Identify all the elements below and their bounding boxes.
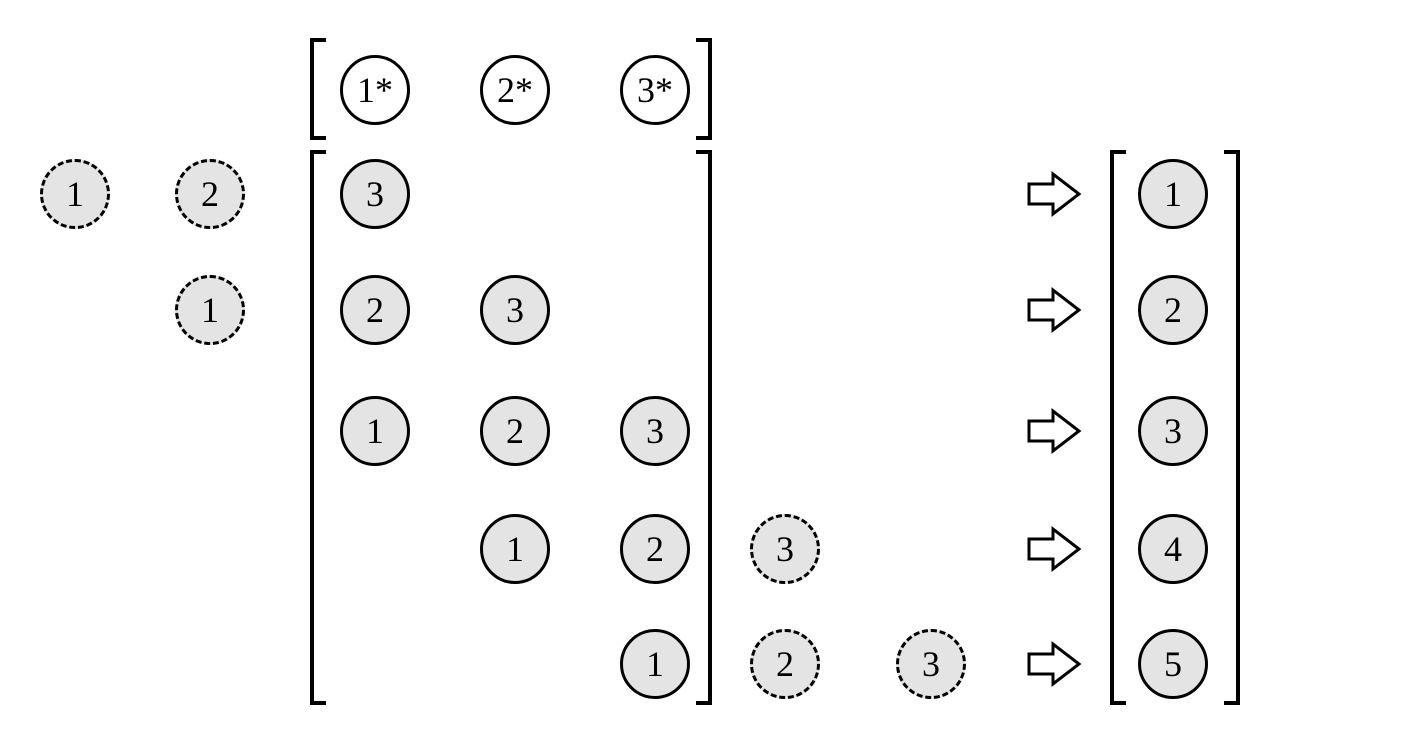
arrow-arrow-5 xyxy=(1025,640,1083,693)
node-res-1: 1 xyxy=(1138,159,1208,229)
node-res-2: 2 xyxy=(1138,275,1208,345)
node-r4-c2: 1 xyxy=(480,514,550,584)
node-r3-c1: 1 xyxy=(340,396,410,466)
node-r5-c3: 1 xyxy=(620,629,690,699)
node-r1-c1: 3 xyxy=(340,159,410,229)
node-res-4: 4 xyxy=(1138,514,1208,584)
arrow-arrow-1 xyxy=(1025,170,1083,223)
node-r4-right1: 3 xyxy=(750,514,820,584)
node-res-5: 5 xyxy=(1138,629,1208,699)
node-r4-c3: 2 xyxy=(620,514,690,584)
node-top-1: 1* xyxy=(340,55,410,125)
node-top-3: 3* xyxy=(620,55,690,125)
arrow-arrow-4 xyxy=(1025,525,1083,578)
node-res-3: 3 xyxy=(1138,396,1208,466)
node-r5-right1: 2 xyxy=(750,629,820,699)
top-bracket-left xyxy=(310,38,326,140)
node-r1-left2: 2 xyxy=(175,159,245,229)
result-bracket-left xyxy=(1110,150,1126,705)
node-r2-left2: 1 xyxy=(175,275,245,345)
node-r3-c2: 2 xyxy=(480,396,550,466)
node-r2-c2: 3 xyxy=(480,275,550,345)
node-top-2: 2* xyxy=(480,55,550,125)
arrow-arrow-3 xyxy=(1025,407,1083,460)
top-bracket-right xyxy=(696,38,712,140)
main-bracket-left xyxy=(310,150,326,705)
main-bracket-right xyxy=(696,150,712,705)
node-r1-left1: 1 xyxy=(40,159,110,229)
node-r2-c1: 2 xyxy=(340,275,410,345)
node-r3-c3: 3 xyxy=(620,396,690,466)
diagram-root: 1*2*3*12312312312312312345 xyxy=(20,20,1416,735)
node-r5-right2: 3 xyxy=(896,629,966,699)
result-bracket-right xyxy=(1224,150,1240,705)
arrow-arrow-2 xyxy=(1025,286,1083,339)
